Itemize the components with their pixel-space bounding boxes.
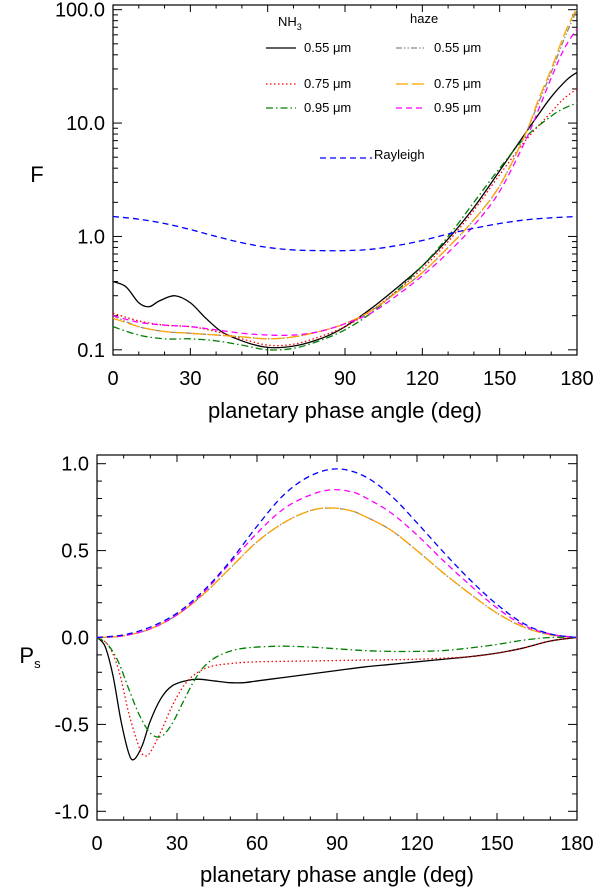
legend-label-haze-075: 0.75 μm bbox=[434, 76, 481, 91]
bottom-panel: 0 30 60 90 120 150 180 -1.0 -0.5 0.0 0.5 1.0 Ps pla… bbox=[19, 454, 593, 887]
bottom-ticks: 0 30 60 90 120 150 180 -1.0 -0.5 0.0 0.5 1.0 bbox=[55, 454, 594, 855]
p1-ytick-label-1: -0.5 bbox=[55, 714, 89, 736]
legend-label-nh3-095: 0.95 μm bbox=[304, 100, 351, 115]
top-series bbox=[112, 7, 578, 351]
p1-xtick-label-120: 120 bbox=[400, 833, 433, 855]
bottom-xlabel: planetary phase angle (deg) bbox=[200, 862, 474, 887]
p0-ytick-label-2: 10.0 bbox=[66, 113, 105, 135]
p1-ytick-label-4: 1.0 bbox=[61, 454, 89, 476]
p0-xtick-label-30: 30 bbox=[179, 368, 201, 390]
p0-ytick-label-0: 0.1 bbox=[77, 340, 105, 362]
p1-xtick-label-60: 60 bbox=[246, 833, 268, 855]
p1-series-haze-0-95-um bbox=[96, 488, 578, 639]
p1-xtick-label-90: 90 bbox=[326, 833, 348, 855]
top-xlabel: planetary phase angle (deg) bbox=[208, 398, 482, 423]
p0-series-rayleigh bbox=[112, 215, 578, 252]
p0-series-haze-0-95-um bbox=[112, 28, 578, 337]
legend-group-nh3: NH3 bbox=[278, 14, 302, 32]
legend-label-haze-055: 0.55 μm bbox=[434, 40, 481, 55]
p1-xtick-label-150: 150 bbox=[480, 833, 513, 855]
p0-xtick-label-0: 0 bbox=[107, 368, 118, 390]
top-ticks: 0 30 60 90 120 150 180 0.1 1.0 10.0 100.0 bbox=[55, 0, 594, 390]
p0-series-haze-0-75-um bbox=[112, 7, 578, 340]
p1-series-haze-0-75-um bbox=[96, 507, 578, 639]
p1-series-nh3-0-75-um bbox=[96, 636, 578, 757]
p0-xtick-label-120: 120 bbox=[406, 368, 439, 390]
p1-ytick-label-3: 0.5 bbox=[61, 541, 89, 563]
top-ylabel: F bbox=[30, 162, 43, 187]
p1-xtick-label-180: 180 bbox=[560, 833, 593, 855]
bottom-series bbox=[96, 468, 578, 761]
p0-series-nh3-0-75-um bbox=[112, 88, 578, 347]
p1-series-nh3-0-95-um bbox=[96, 636, 578, 738]
p1-xtick-label-0: 0 bbox=[91, 833, 102, 855]
top-panel: 0 30 60 90 120 150 180 0.1 1.0 10.0 100.0 F planet… bbox=[30, 0, 593, 423]
p1-series-rayleigh bbox=[96, 468, 578, 639]
legend-label-haze-095: 0.95 μm bbox=[434, 100, 481, 115]
p1-xtick-label-30: 30 bbox=[166, 833, 188, 855]
p0-ytick-label-1: 1.0 bbox=[77, 226, 105, 248]
p0-series-nh3-0-95-um bbox=[112, 102, 578, 351]
legend-label-nh3-075: 0.75 μm bbox=[304, 76, 351, 91]
p0-xtick-label-60: 60 bbox=[257, 368, 279, 390]
p0-xtick-label-150: 150 bbox=[483, 368, 516, 390]
legend-label-rayleigh: Rayleigh bbox=[374, 147, 425, 162]
p1-ytick-label-0: -1.0 bbox=[55, 801, 89, 823]
p0-xtick-label-90: 90 bbox=[334, 368, 356, 390]
p0-series-haze-0-55-um bbox=[112, 9, 578, 340]
p0-xtick-label-180: 180 bbox=[560, 368, 593, 390]
p1-series-nh3-0-55-um bbox=[96, 636, 578, 761]
legend: NH3 haze 0.55 μm 0.75 μm 0.95 μm 0.55 μm… bbox=[266, 11, 481, 162]
p0-ytick-label-3: 100.0 bbox=[55, 0, 105, 22]
bottom-ylabel: Ps bbox=[19, 643, 41, 671]
top-plot-frame bbox=[112, 4, 578, 356]
bottom-plot-frame bbox=[96, 454, 578, 821]
p1-ytick-label-2: 0.0 bbox=[61, 628, 89, 650]
legend-group-haze: haze bbox=[410, 11, 438, 26]
legend-label-nh3-055: 0.55 μm bbox=[304, 40, 351, 55]
